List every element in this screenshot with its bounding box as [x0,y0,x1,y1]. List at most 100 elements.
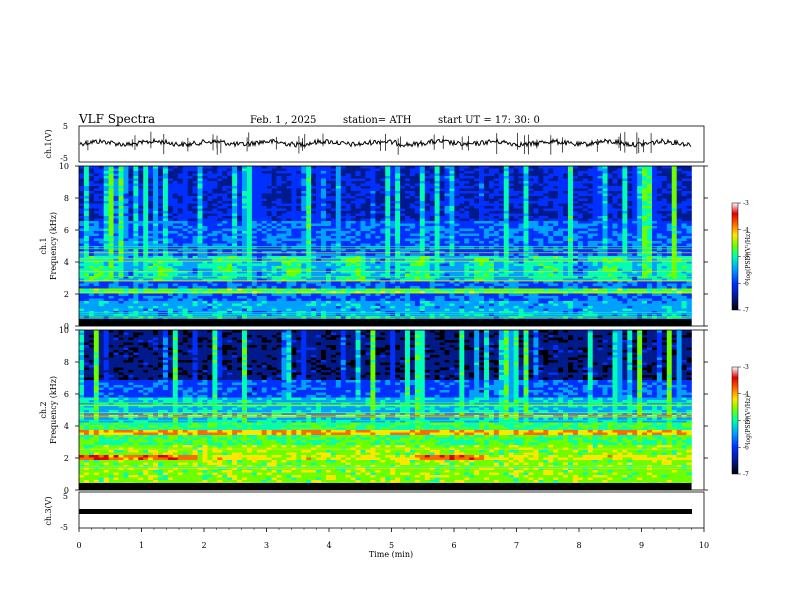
spectrogram-cell [493,243,500,247]
spectrogram-cell [335,186,342,189]
spectrogram-cell [192,256,198,259]
spectrogram-cell [577,193,584,197]
spectrogram-cell [172,263,179,267]
spectrogram-cell [330,233,337,237]
spectrogram-cell [464,216,470,219]
spectrogram-cell [167,201,174,204]
spectrogram-cell [316,253,322,257]
spectrogram-cell [321,213,327,217]
spectrogram-cell [632,236,638,239]
spectrogram-cell [513,248,519,252]
spectrogram-cell [429,228,435,232]
spectrogram-cell [661,166,668,169]
spectrogram-cell [212,168,218,172]
spectrogram-cell [153,166,159,169]
spectrogram-cell [370,251,376,254]
spectrogram-cell [627,218,633,222]
spectrogram-cell [558,186,564,189]
spectrogram-cell [632,213,638,217]
spectrogram-cell [439,261,445,264]
spectrogram-cell [454,221,460,224]
spectrogram-cell [340,198,347,202]
spectrogram-cell [454,223,460,227]
spectrogram-cell [172,193,179,197]
spectrogram-cell [217,258,223,262]
spectrogram-cell [296,176,302,179]
spectrogram-cell [143,183,149,187]
spectrogram-cell [242,193,248,197]
spectrogram-cell [207,178,213,182]
spectrogram-cell [197,228,203,232]
spectrogram-cell [158,248,164,252]
spectrogram-cell [414,203,421,207]
spectrogram-cell [301,203,307,207]
spectrogram-cell [558,243,564,247]
spectrogram-cell [439,238,445,242]
spectrogram-cell [370,206,376,209]
spectrogram-cell [508,261,514,264]
spectrogram-cell [202,228,208,232]
spectrogram-cell [182,236,188,239]
spectrogram-cell [632,243,638,247]
spectrogram-cell [232,256,238,259]
spectrogram-cell [444,261,450,264]
spectrogram-cell [202,253,208,257]
spectrogram-cell [617,208,623,212]
spectrogram-cell [671,171,677,174]
spectrogram-cell [400,241,406,244]
spectrogram-cell [311,173,317,177]
spectrogram-cell [237,188,243,192]
spectrogram-cell [380,248,386,252]
spectrogram-cell [88,178,95,182]
spectrogram-cell [666,168,673,172]
spectrogram-cell [558,166,564,169]
spectrogram-cell [266,226,272,229]
spectrogram-cell [528,263,534,267]
spectrogram-cell [518,221,524,224]
spectrogram-cell [548,213,554,217]
spectrogram-cell [681,173,687,177]
spectrogram-cell [607,261,613,264]
spectrogram-cell [617,221,623,224]
spectrogram-cell [133,258,139,262]
spectrogram-cell [553,253,559,257]
spectrogram-cell [484,201,490,204]
spectrogram-cell [484,178,490,182]
spectrogram-cell [148,193,154,197]
spectrogram-cell [148,258,154,262]
spectrogram-cell [197,241,203,244]
spectrogram-cell [538,241,544,244]
spectrogram-cell [222,208,228,212]
spectrogram-cell [266,196,272,199]
spectrogram-cell [642,213,648,217]
spectrogram-cell [676,256,682,259]
spectrogram-cell [424,183,431,187]
spectrogram-cell [138,231,144,234]
spectrogram-cell [484,168,490,172]
spectrogram-cell [133,198,139,202]
spectrogram-cell [162,168,169,172]
spectrogram-cell [464,191,470,194]
spectrogram-cell [518,168,524,172]
spectrogram-cell [271,253,277,257]
spectrogram-cell [113,181,119,184]
spectrogram-cell [385,226,391,229]
spectrogram-cell [375,178,381,182]
spectrogram-cell [582,238,589,242]
spectrogram-cell [246,218,253,222]
spectrogram-cell [587,226,594,229]
spectrogram-cell [153,176,159,179]
spectrogram-cell [572,203,579,207]
spectrogram-cell [676,191,682,194]
spectrogram-cell [666,198,673,202]
spectrogram-cell [261,231,267,234]
spectrogram-cell [143,211,149,214]
spectrogram-cell [355,228,361,232]
spectrogram-cell [177,213,184,217]
spectrogram-cell [360,213,366,217]
spectrogram-cell [207,191,213,194]
spectrogram-cell [325,206,332,209]
spectrogram-cell [439,233,445,237]
spectrogram-cell [360,261,366,264]
spectrogram-cell [276,168,282,172]
